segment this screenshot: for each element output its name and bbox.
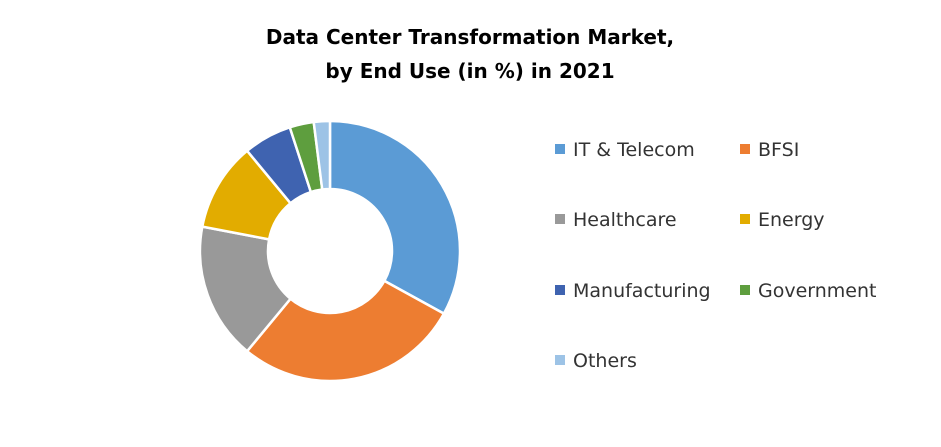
slice-bfsi — [245, 279, 446, 383]
legend-swatch — [740, 144, 750, 154]
legend-swatch — [555, 285, 565, 295]
legend-label: Manufacturing — [573, 280, 711, 302]
legend-swatch — [740, 214, 750, 224]
legend-label: Government — [758, 280, 877, 302]
legend-label: Others — [573, 350, 637, 372]
legend-swatch — [740, 285, 750, 295]
legend: IT & Telecom BFSI Healthcare Energy Manufact… — [555, 139, 877, 372]
legend-swatch — [555, 214, 565, 224]
legend-swatch — [555, 355, 565, 365]
slices — [198, 119, 462, 383]
slice-it-telecom — [328, 119, 462, 316]
legend-label: Energy — [758, 209, 825, 231]
legend-swatch — [555, 144, 565, 154]
chart-title-line-1: Data Center Transformation Market, — [266, 25, 674, 49]
legend-label: IT & Telecom — [573, 139, 695, 161]
legend-label: BFSI — [758, 139, 799, 161]
chart-title-line-2: by End Use (in %) in 2021 — [325, 59, 614, 83]
legend-label: Healthcare — [573, 209, 677, 231]
slice-others — [312, 119, 332, 191]
